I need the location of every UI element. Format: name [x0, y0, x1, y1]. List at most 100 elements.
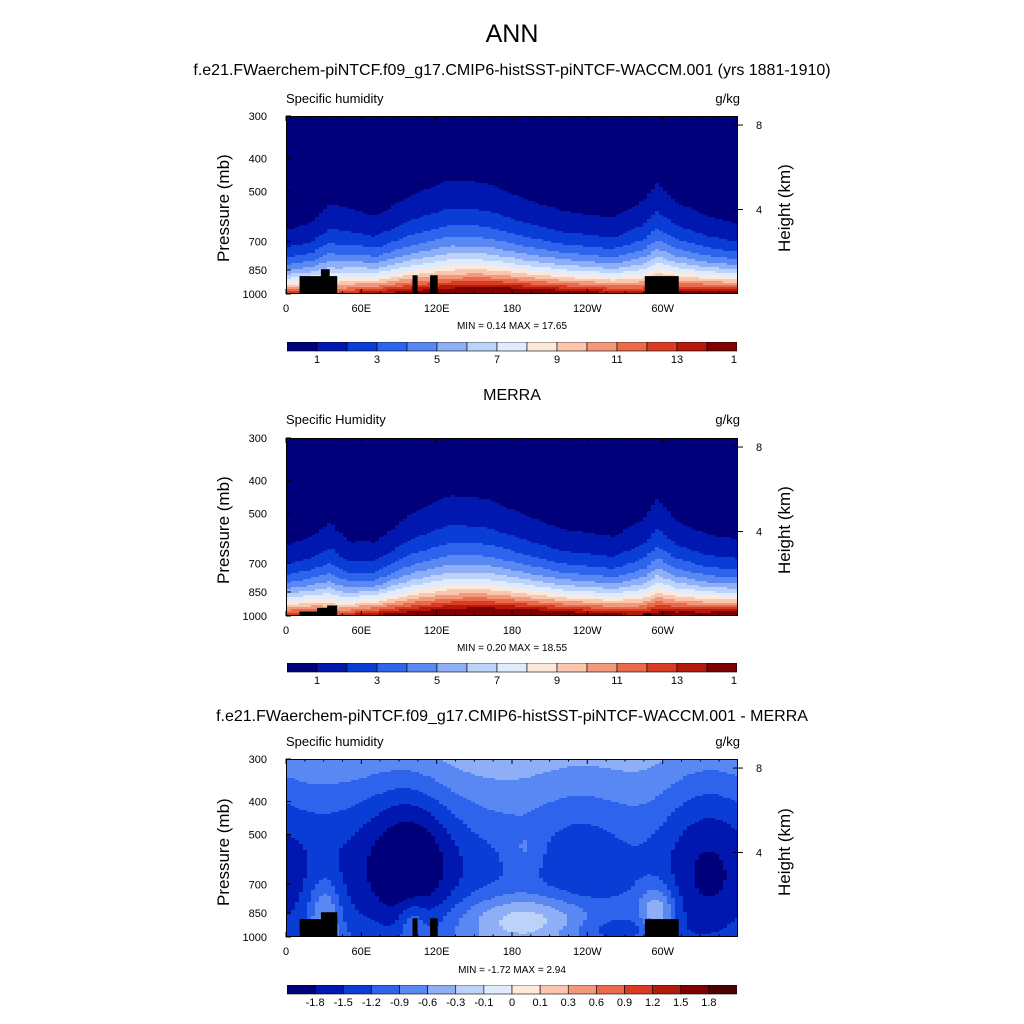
field-cell [603, 263, 608, 270]
field-cell [651, 760, 656, 767]
field-cell [347, 273, 352, 278]
field-cell [567, 796, 572, 827]
field-cell [687, 269, 692, 274]
field-cell [351, 291, 356, 293]
field-cell [639, 611, 644, 615]
field-cell [627, 209, 632, 232]
field-cell [371, 892, 376, 921]
field-cell [719, 583, 724, 588]
field-cell [407, 439, 412, 516]
field-cell [687, 251, 692, 260]
field-cell [439, 599, 444, 604]
field-cell [607, 611, 612, 614]
field-cell [735, 291, 737, 293]
field-cell [319, 293, 324, 294]
field-cell [531, 599, 536, 602]
field-cell [587, 766, 592, 797]
field-cell [671, 223, 676, 238]
field-cell [575, 283, 580, 288]
field-cell [659, 439, 664, 504]
field-cell [679, 257, 684, 264]
field-cell [487, 595, 492, 600]
field-cell [467, 607, 472, 615]
field-cell [383, 904, 388, 927]
field-cell [663, 259, 668, 266]
field-cell [491, 287, 496, 293]
pressure-tick-label: 1000 [243, 932, 267, 944]
field-cell [711, 237, 716, 250]
field-cell [711, 583, 716, 588]
field-cell [683, 802, 688, 831]
field-cell [379, 601, 384, 606]
field-cell [491, 281, 496, 286]
field-cell [563, 768, 568, 799]
field-cell [347, 255, 352, 262]
field-cell [387, 790, 392, 809]
field-cell [463, 525, 468, 544]
field-cell [323, 814, 328, 879]
field-cell [491, 265, 496, 272]
field-cell [495, 213, 500, 230]
field-cell [339, 245, 344, 256]
field-cell [611, 281, 616, 284]
field-cell [371, 273, 376, 278]
field-cell [627, 806, 632, 845]
field-cell [347, 267, 352, 274]
field-cell [719, 289, 724, 292]
field-cell [355, 603, 360, 608]
field-cell [583, 255, 588, 262]
field-cell [307, 571, 312, 580]
field-cell [503, 217, 508, 232]
field-cell [623, 293, 628, 294]
field-cell [659, 762, 664, 795]
field-cell [415, 824, 420, 897]
field-cell [483, 183, 488, 212]
field-cell [595, 247, 600, 256]
field-cell [543, 595, 548, 600]
field-cell [707, 117, 712, 218]
panel-3-colorbar: -1.8 -1.5 -1.2 -0.9 -0.6 -0.3 -0.1 0 0.1 0.3 0.6 0.… [287, 985, 737, 1015]
field-cell [323, 293, 328, 294]
field-cell [379, 589, 384, 594]
field-cell [407, 555, 412, 568]
field-cell [439, 545, 444, 558]
field-cell [675, 273, 680, 278]
field-cell [363, 613, 368, 615]
field-cell [487, 900, 492, 911]
field-cell [351, 597, 356, 602]
field-cell [467, 896, 472, 911]
field-cell [531, 239, 536, 248]
field-cell [683, 229, 688, 242]
field-cell [683, 241, 688, 252]
field-cell [695, 211, 700, 234]
field-cell [635, 760, 640, 773]
field-cell [435, 603, 440, 608]
field-cell [571, 760, 576, 767]
field-cell [571, 275, 576, 278]
field-cell [551, 287, 556, 290]
field-cell [707, 607, 712, 610]
field-cell [291, 289, 296, 292]
field-cell [519, 553, 524, 564]
field-cell [295, 760, 300, 781]
field-cell [311, 599, 316, 604]
field-cell [659, 794, 664, 827]
field-cell [291, 605, 296, 608]
field-cell [679, 547, 684, 560]
field-cell [479, 579, 484, 586]
field-cell [363, 293, 368, 294]
field-cell [647, 603, 652, 608]
field-cell [395, 613, 400, 615]
field-cell [543, 924, 548, 936]
field-cell [423, 269, 428, 274]
field-cell [583, 613, 588, 615]
field-cell [395, 257, 400, 264]
field-cell [451, 525, 456, 544]
field-cell [531, 281, 536, 286]
field-cell [691, 609, 696, 612]
field-cell [331, 229, 336, 244]
field-cell [319, 583, 324, 590]
field-cell [383, 267, 388, 272]
field-cell [427, 257, 432, 264]
field-cell [539, 289, 544, 293]
